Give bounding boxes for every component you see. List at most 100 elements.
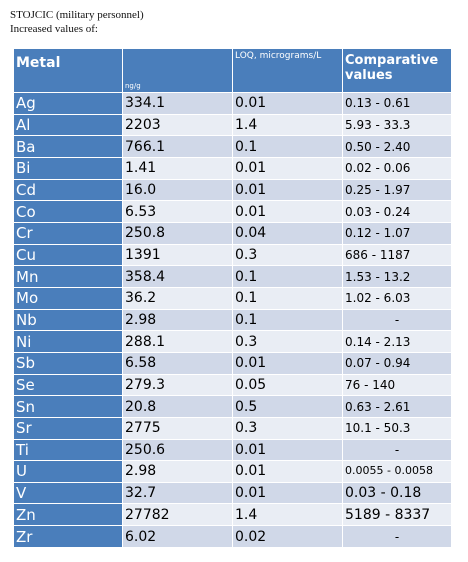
loq-cell: 0.1 <box>232 308 343 332</box>
concentration-cell: 2775 <box>122 416 233 440</box>
metal-cell: Sn <box>13 395 123 418</box>
comparative-cell: 5189 - 8337 <box>342 503 452 527</box>
comparative-cell: 0.63 - 2.61 <box>342 395 452 418</box>
loq-cell: 0.3 <box>232 243 343 267</box>
table-row: Sb 6.58 0.01 0.07 - 0.94 <box>13 351 452 375</box>
metal-cell: Nb <box>13 308 123 332</box>
table-row: Al 2203 1.4 5.93 - 33.3 <box>13 113 452 137</box>
loq-cell: 0.01 <box>232 178 343 202</box>
loq-cell: 0.3 <box>232 416 343 440</box>
metal-cell: Se <box>13 373 123 397</box>
concentration-cell: 6.58 <box>122 351 233 375</box>
table-row: Sn 20.8 0.5 0.63 - 2.61 <box>13 395 452 418</box>
comparative-cell: 5.93 - 33.3 <box>342 113 452 137</box>
concentration-cell: 6.53 <box>122 200 233 223</box>
heading-line-2: Increased values of: <box>10 23 98 35</box>
table-row: Ti 250.6 0.01- <box>13 438 452 462</box>
concentration-cell: 1.41 <box>122 156 233 180</box>
table-row: Mn 358.4 0.1 1.53 - 13.2 <box>13 265 452 288</box>
comparative-cell: 0.03 - 0.18 <box>342 481 452 505</box>
concentration-cell: 6.02 <box>122 525 233 548</box>
metal-cell: Ag <box>13 92 123 115</box>
table-row: Se 279.3 0.05 76 - 140 <box>13 373 452 397</box>
concentration-cell: 32.7 <box>122 481 233 505</box>
comparative-cell: - <box>342 525 452 548</box>
loq-cell: 1.4 <box>232 503 343 527</box>
header-concentration-unit: ng/g <box>122 48 233 93</box>
concentration-cell: 250.6 <box>122 438 233 462</box>
loq-cell: 0.5 <box>232 395 343 418</box>
table-header-row: Metal ng/g LOQ, micrograms/L Comparative… <box>13 48 452 93</box>
concentration-cell: 1391 <box>122 243 233 267</box>
comparative-cell: 0.13 - 0.61 <box>342 92 452 115</box>
table-body: Ag 334.1 0.01 0.13 - 0.61 Al 2203 1.4 5.93 - 33… <box>13 92 452 548</box>
metal-cell: Cr <box>13 221 123 245</box>
metal-cell: Ba <box>13 135 123 158</box>
metal-cell: Ni <box>13 330 123 353</box>
comparative-cell: 0.50 - 2.40 <box>342 135 452 158</box>
comparative-cell: 76 - 140 <box>342 373 452 397</box>
loq-cell: 0.01 <box>232 481 343 505</box>
metal-cell: Ti <box>13 438 123 462</box>
metal-cell: Sb <box>13 351 123 375</box>
loq-cell: 0.01 <box>232 92 343 115</box>
concentration-cell: 36.2 <box>122 286 233 310</box>
comparative-cell: 10.1 - 50.3 <box>342 416 452 440</box>
table-row: Nb 2.98 0.1- <box>13 308 452 332</box>
concentration-cell: 2.98 <box>122 460 233 483</box>
table-row: U 2.98 0.01 0.0055 - 0.0058 <box>13 460 452 483</box>
concentration-cell: 288.1 <box>122 330 233 353</box>
comparative-cell: 0.02 - 0.06 <box>342 156 452 180</box>
table-row: Cd 16.0 0.01 0.25 - 1.97 <box>13 178 452 202</box>
loq-cell: 0.01 <box>232 200 343 223</box>
loq-cell: 0.01 <box>232 351 343 375</box>
metal-cell: Sr <box>13 416 123 440</box>
metal-cell: Mn <box>13 265 123 288</box>
concentration-cell: 2203 <box>122 113 233 137</box>
concentration-cell: 2.98 <box>122 308 233 332</box>
comparative-cell: 0.25 - 1.97 <box>342 178 452 202</box>
header-metal: Metal <box>13 48 123 93</box>
metal-cell: U <box>13 460 123 483</box>
metal-cell: Mo <box>13 286 123 310</box>
table-row: Cu 1391 0.3 686 - 1187 <box>13 243 452 267</box>
concentration-cell: 334.1 <box>122 92 233 115</box>
document-heading: STOJCIC (military personnel) Increased v… <box>10 8 144 36</box>
table-row: V 32.7 0.01 0.03 - 0.18 <box>13 481 452 505</box>
heading-line-1: STOJCIC (military personnel) <box>10 9 144 21</box>
metal-cell: Al <box>13 113 123 137</box>
loq-cell: 0.01 <box>232 438 343 462</box>
comparative-cell: 1.53 - 13.2 <box>342 265 452 288</box>
metals-table: Metal ng/g LOQ, micrograms/L Comparative… <box>13 48 452 548</box>
loq-cell: 0.04 <box>232 221 343 245</box>
concentration-cell: 250.8 <box>122 221 233 245</box>
loq-cell: 0.01 <box>232 460 343 483</box>
loq-cell: 0.3 <box>232 330 343 353</box>
header-loq: LOQ, micrograms/L <box>232 48 343 93</box>
loq-cell: 0.02 <box>232 525 343 548</box>
loq-cell: 0.01 <box>232 156 343 180</box>
loq-cell: 0.1 <box>232 135 343 158</box>
header-comparative-values: Comparative values <box>342 48 452 93</box>
table-row: Zn 27782 1.4 5189 - 8337 <box>13 503 452 527</box>
concentration-cell: 20.8 <box>122 395 233 418</box>
metals-table-wrapper: Metal ng/g LOQ, micrograms/L Comparative… <box>13 48 452 548</box>
comparative-cell: - <box>342 438 452 462</box>
table-row: Bi 1.41 0.01 0.02 - 0.06 <box>13 156 452 180</box>
comparative-cell: 0.0055 - 0.0058 <box>342 460 452 483</box>
metal-cell: Co <box>13 200 123 223</box>
table-row: Cr 250.8 0.04 0.12 - 1.07 <box>13 221 452 245</box>
comparative-cell: 0.07 - 0.94 <box>342 351 452 375</box>
table-row: Co 6.53 0.01 0.03 - 0.24 <box>13 200 452 223</box>
table-row: Ba 766.1 0.1 0.50 - 2.40 <box>13 135 452 158</box>
concentration-cell: 766.1 <box>122 135 233 158</box>
metal-cell: V <box>13 481 123 505</box>
table-row: Ag 334.1 0.01 0.13 - 0.61 <box>13 92 452 115</box>
comparative-cell: 0.12 - 1.07 <box>342 221 452 245</box>
comparative-cell: 686 - 1187 <box>342 243 452 267</box>
comparative-cell: 0.14 - 2.13 <box>342 330 452 353</box>
loq-cell: 0.1 <box>232 286 343 310</box>
metal-cell: Zr <box>13 525 123 548</box>
table-row: Sr 2775 0.3 10.1 - 50.3 <box>13 416 452 440</box>
metal-cell: Bi <box>13 156 123 180</box>
